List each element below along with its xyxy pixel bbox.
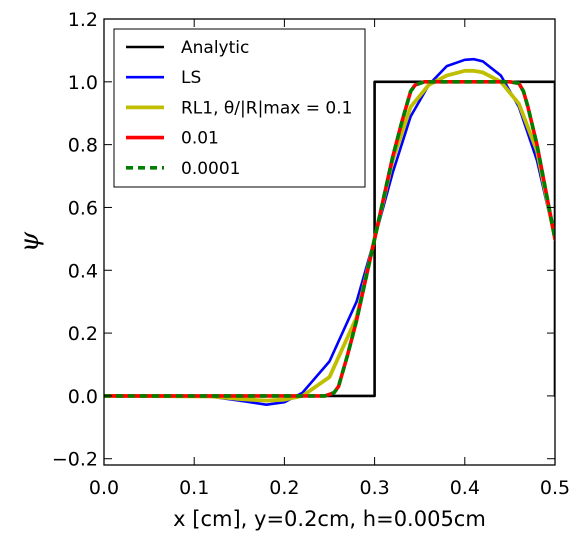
plot-frame [103,18,556,466]
legend: Analytic LS RL1, θ/|R|max = 0.1 0.01 0.0001 [113,28,366,188]
legend-label-3: 0.01 [181,129,219,149]
series-line-1 [104,57,555,406]
legend-label-4: 0.0001 [181,159,240,179]
x-tick-label: 0.0 [89,477,119,499]
y-tick-label: 0.0 [68,386,98,408]
x-tick-label: 0.4 [450,477,480,499]
legend-label-0: Analytic [181,38,249,58]
x-tick-label: 0.1 [179,477,209,499]
x-tick-label: 0.3 [359,477,389,499]
series-line-4 [104,80,555,398]
ticks: 0.0 0.1 0.2 0.3 0.4 0.5 −0.2 0.0 0.2 0.4 0.6 0.8 1.0… [52,9,570,499]
x-tick-label: 0.5 [540,477,570,499]
y-tick-label: 0.2 [68,323,98,345]
x-axis-label: x [cm], y=0.2cm, h=0.005cm [173,507,486,531]
y-tick-label: 0.6 [68,197,98,219]
y-tick-label: 1.2 [68,9,98,31]
plot-lines [104,57,555,406]
y-axis-label: ψ [15,231,45,252]
legend-label-1: LS [181,68,201,88]
y-tick-label: 0.8 [68,135,98,157]
y-tick-label: −0.2 [52,449,98,471]
y-tick-label: 0.4 [68,260,98,282]
x-tick-label: 0.2 [269,477,299,499]
y-tick-label: 1.0 [68,72,98,94]
legend-label-2: RL1, θ/|R|max = 0.1 [181,98,352,118]
